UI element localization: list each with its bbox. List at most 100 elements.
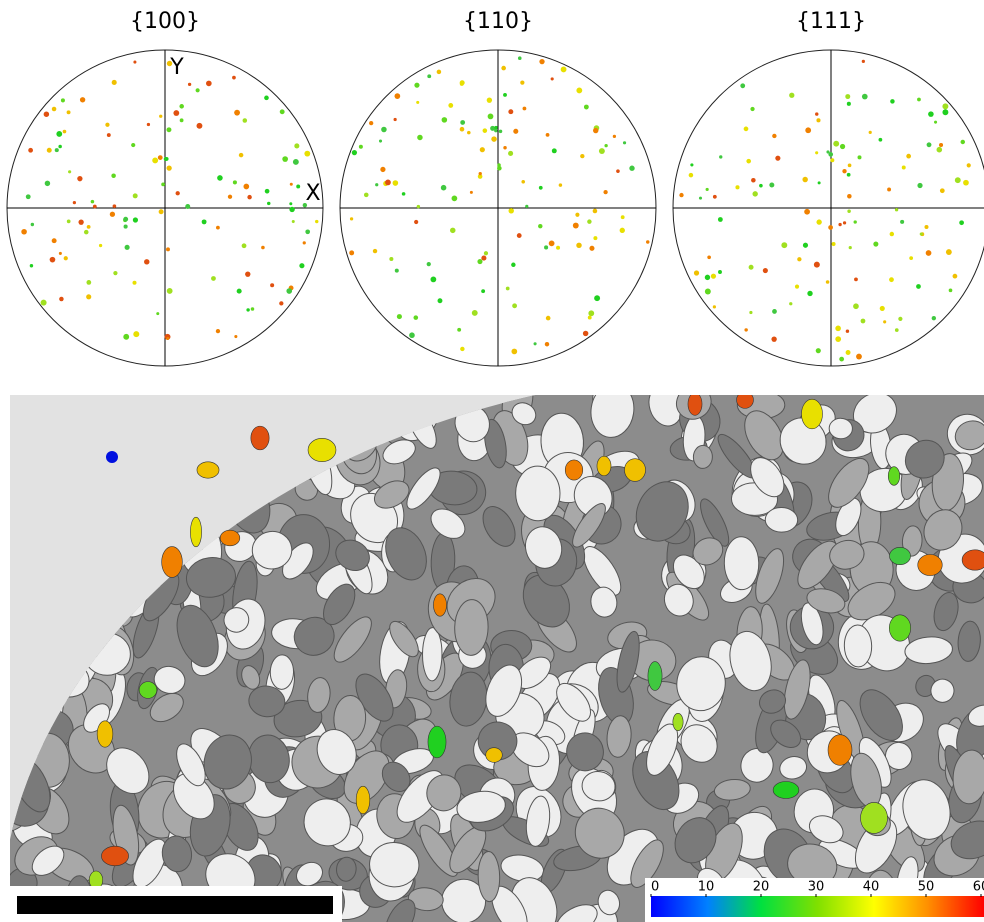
pole-point (54, 148, 59, 153)
pole-point (954, 177, 961, 184)
pole-point (789, 92, 795, 98)
pole-point (132, 280, 137, 285)
grain-highlight (801, 398, 823, 430)
pole-point (511, 348, 518, 355)
grain (692, 537, 724, 566)
grain-highlight (101, 845, 129, 867)
grain (385, 899, 416, 922)
pole-point (79, 97, 86, 103)
pole-point (86, 280, 92, 285)
pole-point (211, 276, 216, 281)
pole-point (576, 242, 582, 249)
pole-point (494, 128, 498, 133)
grain (646, 723, 679, 776)
pole-point (236, 288, 242, 294)
pole-point (539, 58, 545, 65)
pole-point (144, 259, 150, 265)
pole-point (304, 150, 311, 157)
grain (185, 557, 236, 598)
pole-point (582, 330, 589, 337)
pole-point (751, 177, 756, 183)
pole-point (234, 334, 238, 339)
pole-point (43, 111, 50, 117)
grain (407, 887, 444, 912)
grain (389, 620, 419, 658)
pole-point (781, 242, 788, 249)
grain (750, 457, 785, 498)
grain (406, 467, 441, 510)
grain (759, 689, 787, 714)
grain-highlight (624, 458, 646, 482)
pole-point (416, 100, 420, 104)
pole-point (883, 320, 887, 324)
pole-point (533, 342, 537, 346)
grain (441, 878, 487, 922)
pole-point (688, 172, 694, 178)
pole-point (243, 183, 250, 190)
pole-point (826, 150, 830, 154)
pole-point (538, 223, 543, 229)
pole-point (746, 158, 752, 164)
grain (303, 798, 351, 847)
grain (153, 665, 186, 694)
pole-point (460, 120, 466, 125)
pole-point (242, 118, 248, 123)
pole-point (744, 328, 748, 332)
pole-point (740, 83, 746, 89)
pole-point (580, 153, 585, 159)
pole-point (845, 329, 850, 333)
grain (859, 689, 903, 741)
grain (524, 526, 563, 569)
pole-point (482, 128, 488, 133)
grain (223, 607, 250, 633)
pole-point (389, 257, 394, 262)
grain (713, 778, 751, 801)
grain-highlight (564, 459, 584, 481)
pole-point (157, 155, 163, 160)
pole-point (491, 136, 497, 142)
pole-point (707, 255, 711, 260)
pole-point (166, 60, 173, 67)
pole-point (123, 224, 128, 229)
pole-point (477, 258, 483, 265)
pole-point (216, 225, 220, 230)
grain (149, 692, 184, 723)
pole-point (441, 117, 448, 123)
pole-point (187, 82, 192, 87)
pole-point (704, 274, 711, 281)
grain (744, 410, 784, 461)
grain (422, 627, 443, 682)
grain-highlight (219, 529, 241, 547)
pole-point (394, 93, 401, 99)
grain (967, 704, 984, 727)
grain-highlight (161, 546, 183, 578)
pole-point (245, 271, 251, 277)
pole-point (598, 148, 605, 155)
pole-point (842, 221, 847, 225)
grain (161, 835, 193, 873)
pole-point (469, 190, 473, 194)
pole-point (825, 280, 830, 284)
pole-point (173, 110, 180, 116)
grain (430, 508, 466, 539)
pole-point (152, 157, 159, 164)
grain (783, 659, 811, 720)
pole-point (593, 236, 598, 241)
pole-point (29, 264, 34, 268)
pole-point (690, 163, 694, 167)
pole-point (451, 195, 458, 202)
grain (484, 418, 507, 469)
pole-point (604, 143, 608, 148)
pole-point (522, 106, 527, 111)
grain-highlight (827, 734, 853, 766)
pole-point (501, 65, 506, 71)
pole-point (916, 284, 921, 289)
grain (635, 481, 689, 542)
pole-point (291, 220, 295, 224)
pole-point (620, 215, 625, 220)
pole-point (105, 122, 110, 127)
grain (336, 856, 357, 882)
pole-point (481, 289, 486, 294)
pole-point (349, 250, 355, 256)
colorbar (651, 896, 984, 917)
